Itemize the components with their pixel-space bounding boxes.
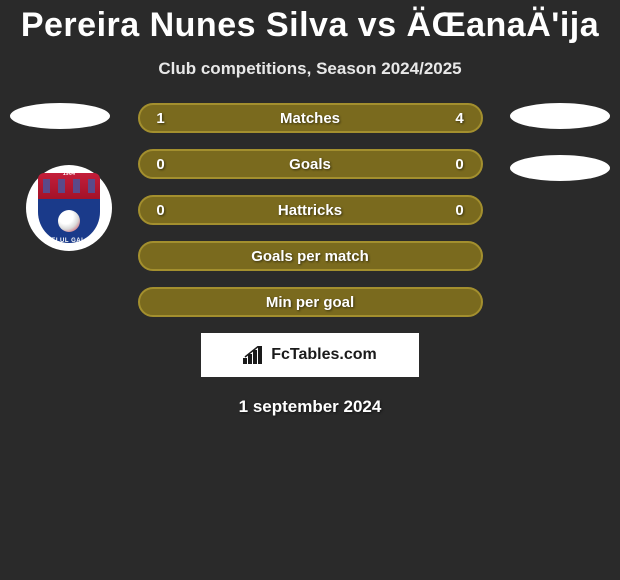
player-logo-right-placeholder-2 <box>510 155 610 181</box>
stat-row-hattricks: 0 Hattricks 0 <box>138 195 483 225</box>
stat-left-value: 0 <box>154 202 168 219</box>
attribution-box[interactable]: FcTables.com <box>201 333 419 377</box>
stat-right-value: 4 <box>453 110 467 127</box>
stat-label: Min per goal <box>140 294 481 311</box>
stat-right-value: 0 <box>453 202 467 219</box>
stat-left-value: 0 <box>154 156 168 173</box>
stat-label: Goals <box>140 156 481 173</box>
stat-label: Goals per match <box>140 248 481 265</box>
stat-row-matches: 1 Matches 4 <box>138 103 483 133</box>
page-title: Pereira Nunes Silva vs ÄŒanaÄ'ija <box>0 0 620 45</box>
badge-ball-icon <box>58 210 80 232</box>
stat-right-value: 0 <box>453 156 467 173</box>
bar-chart-icon <box>243 346 265 364</box>
stat-row-min-per-goal: Min per goal <box>138 287 483 317</box>
badge-name: OTELUL GALATI <box>38 238 100 244</box>
badge-body: OTELUL GALATI <box>38 199 100 243</box>
player-logo-right-placeholder-1 <box>510 103 610 129</box>
date-text: 1 september 2024 <box>0 397 620 417</box>
stat-label: Matches <box>140 110 481 127</box>
club-badge-left: 1964 OTELUL GALATI <box>26 165 112 251</box>
content-area: 1964 OTELUL GALATI 1 Matches 4 0 Goals 0… <box>0 103 620 417</box>
stat-row-goals: 0 Goals 0 <box>138 149 483 179</box>
attribution-text: FcTables.com <box>271 346 377 364</box>
subtitle: Club competitions, Season 2024/2025 <box>0 59 620 79</box>
stat-left-value: 1 <box>154 110 168 127</box>
stat-label: Hattricks <box>140 202 481 219</box>
badge-year: 1964 <box>38 171 100 177</box>
stat-row-goals-per-match: Goals per match <box>138 241 483 271</box>
player-logo-left-placeholder <box>10 103 110 129</box>
stat-rows: 1 Matches 4 0 Goals 0 0 Hattricks 0 Goal… <box>138 103 483 317</box>
